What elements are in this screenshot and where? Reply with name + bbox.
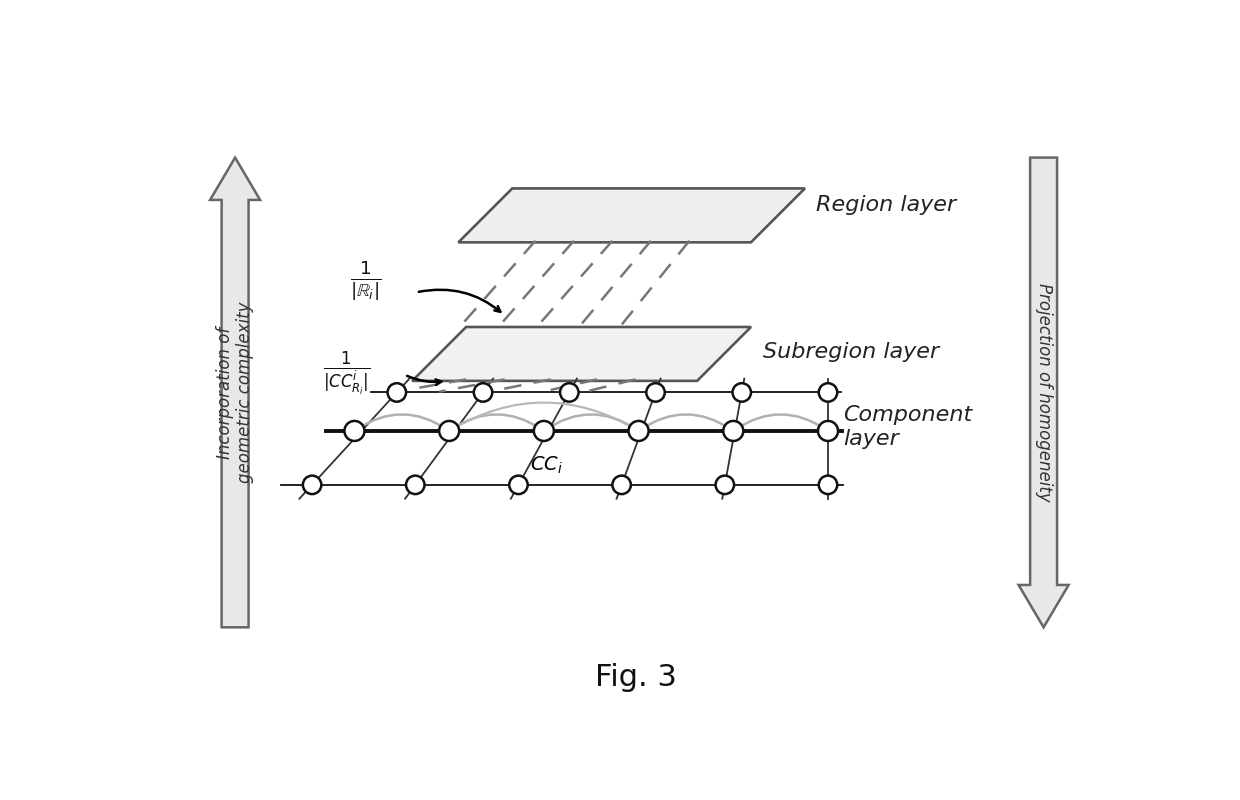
FancyArrowPatch shape xyxy=(641,414,732,430)
FancyArrowPatch shape xyxy=(357,414,446,430)
Circle shape xyxy=(629,421,649,441)
Circle shape xyxy=(818,476,837,494)
Circle shape xyxy=(818,383,837,402)
Text: Subregion layer: Subregion layer xyxy=(763,342,939,362)
Circle shape xyxy=(388,383,405,402)
FancyArrowPatch shape xyxy=(451,414,542,430)
Text: $\frac{1}{|\mathbb{R}_i|}$: $\frac{1}{|\mathbb{R}_i|}$ xyxy=(351,259,382,302)
Text: $\frac{1}{|CC^i_{R_i}|}$: $\frac{1}{|CC^i_{R_i}|}$ xyxy=(324,350,371,397)
Polygon shape xyxy=(1018,158,1069,627)
Polygon shape xyxy=(412,327,751,381)
Polygon shape xyxy=(210,158,260,627)
Circle shape xyxy=(534,421,554,441)
Circle shape xyxy=(510,476,528,494)
Polygon shape xyxy=(459,188,805,242)
Circle shape xyxy=(439,421,459,441)
Circle shape xyxy=(733,383,751,402)
Circle shape xyxy=(613,476,631,494)
Circle shape xyxy=(405,476,424,494)
Circle shape xyxy=(303,476,321,494)
Circle shape xyxy=(646,383,665,402)
Text: Component
layer: Component layer xyxy=(843,406,972,449)
Circle shape xyxy=(818,421,838,441)
Text: $CC_i$: $CC_i$ xyxy=(531,455,563,476)
Text: Projection of homogeneity: Projection of homogeneity xyxy=(1034,283,1053,502)
Text: Fig. 3: Fig. 3 xyxy=(594,663,677,692)
Circle shape xyxy=(715,476,734,494)
Circle shape xyxy=(474,383,492,402)
FancyArrowPatch shape xyxy=(451,402,636,430)
Text: Incorporation of
geometric complexity: Incorporation of geometric complexity xyxy=(216,302,254,483)
Circle shape xyxy=(560,383,579,402)
Circle shape xyxy=(345,421,365,441)
FancyArrowPatch shape xyxy=(546,414,636,430)
Text: Region layer: Region layer xyxy=(816,195,956,215)
FancyArrowPatch shape xyxy=(735,414,826,430)
Circle shape xyxy=(723,421,743,441)
